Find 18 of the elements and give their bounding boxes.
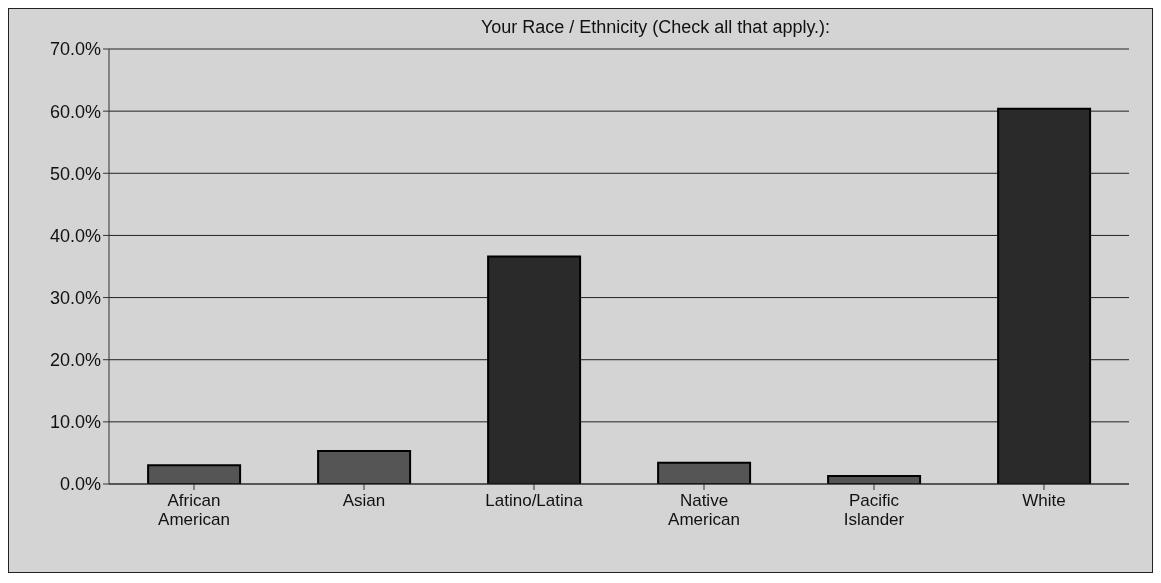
x-tick-label: African American [158, 491, 230, 529]
x-tick-label: White [1022, 491, 1066, 510]
x-tick-label: Asian [342, 491, 386, 510]
bar [147, 464, 242, 484]
chart-title: Your Race / Ethnicity (Check all that apply.): [479, 17, 832, 38]
x-tick-label: Latino/Latina [485, 491, 584, 510]
y-tick-label: 30.0% [49, 287, 101, 308]
bar [317, 450, 412, 484]
y-tick-label: 20.0% [49, 350, 101, 371]
x-tick-label: Native American [668, 491, 740, 529]
y-tick-label: 40.0% [49, 225, 101, 246]
y-tick-label: 60.0% [49, 101, 101, 122]
y-tick-label: 0.0% [59, 474, 101, 495]
y-tick-label: 70.0% [49, 39, 101, 60]
y-tick-label: 50.0% [49, 163, 101, 184]
x-tick-label: Pacific Islander [843, 491, 905, 529]
bar [657, 461, 752, 484]
y-tick-label: 10.0% [49, 412, 101, 433]
